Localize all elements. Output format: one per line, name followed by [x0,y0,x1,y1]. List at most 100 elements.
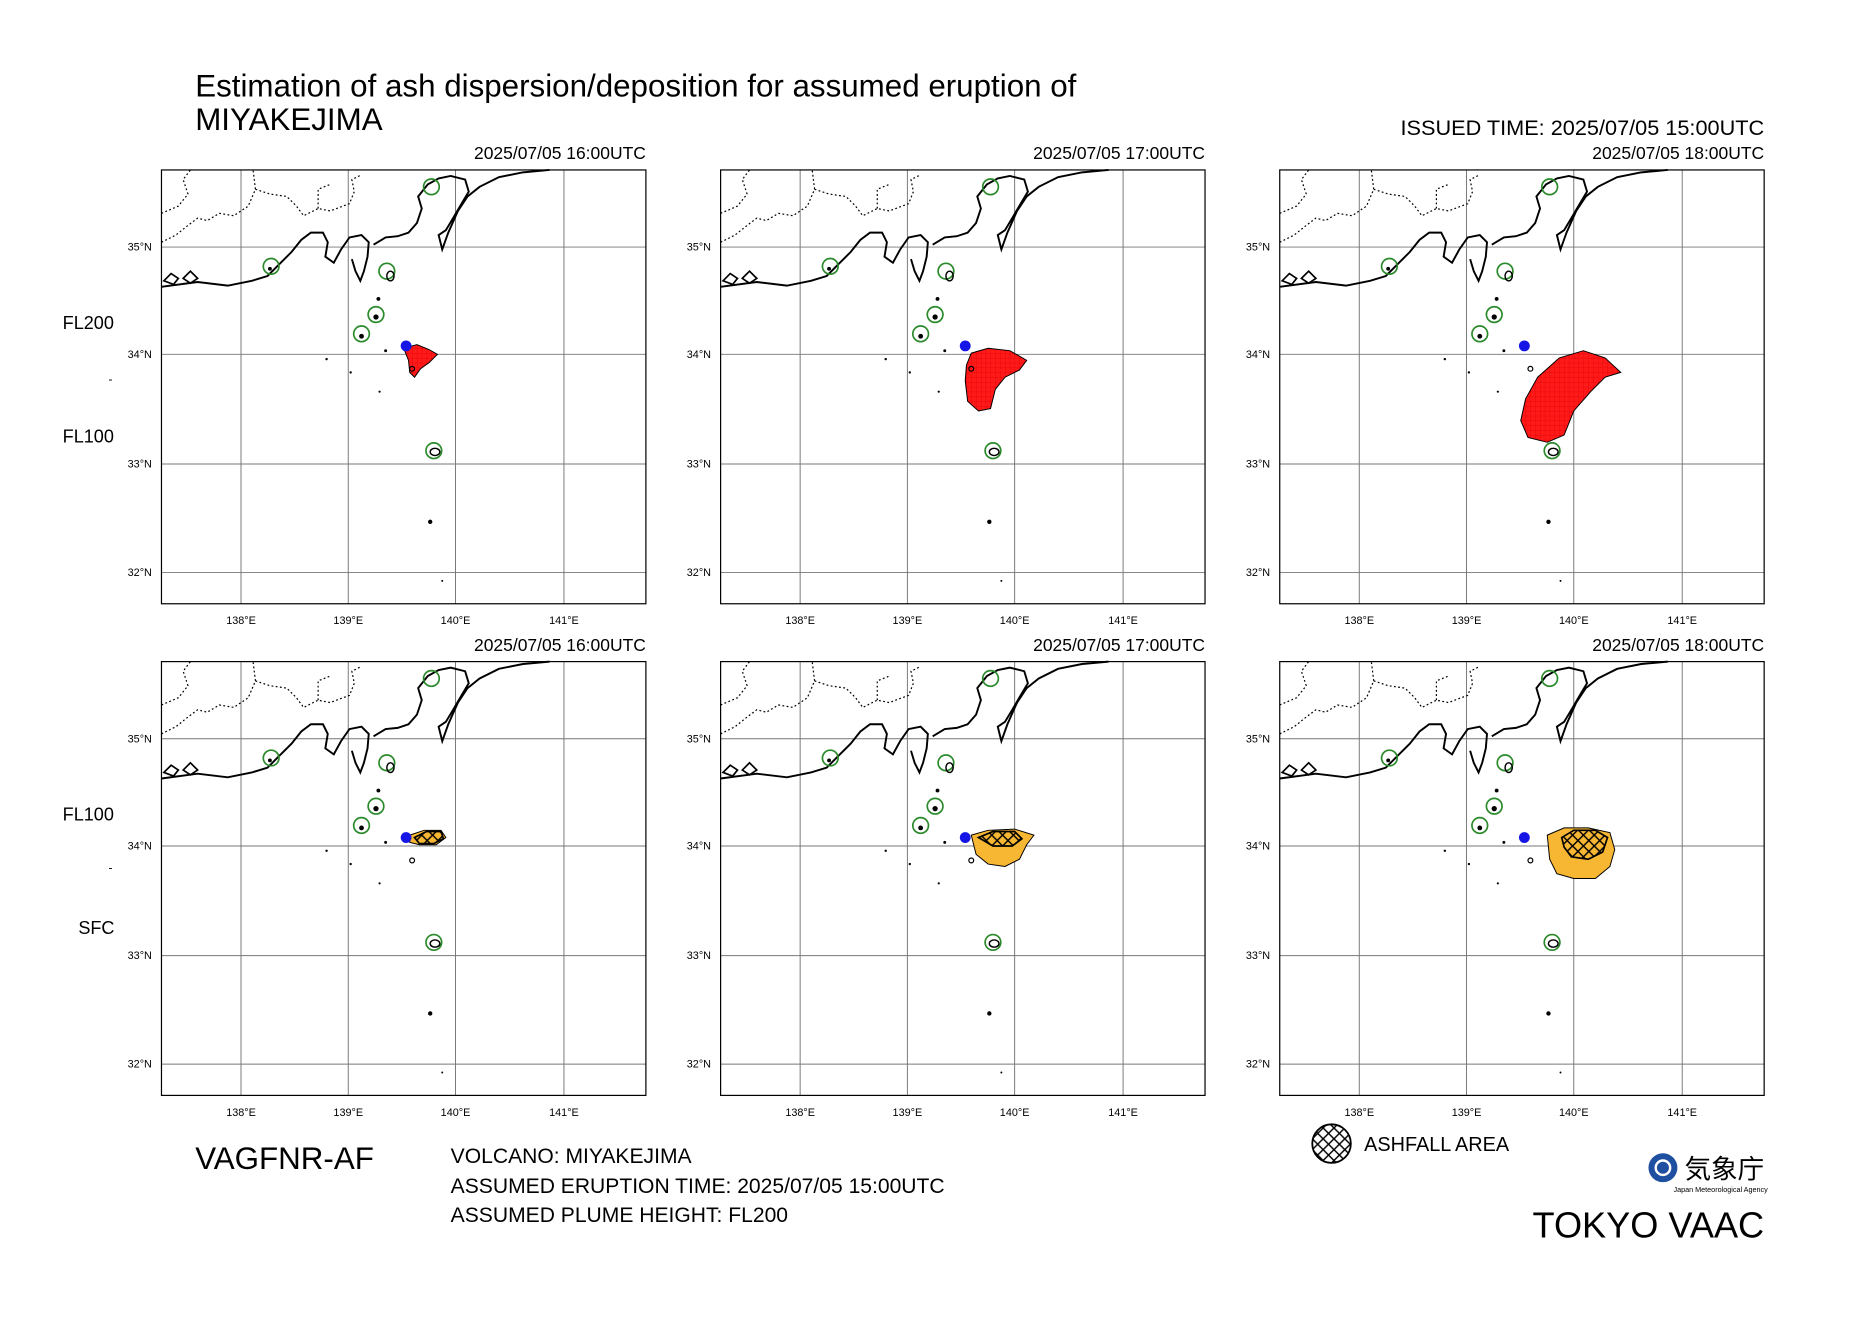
lat-label: 35°N [128,733,152,745]
lat-label: 34°N [1246,349,1270,361]
valid-time: 2025/07/05 16:00UTC [474,143,646,163]
ashfall-area [1560,829,1609,861]
lat-label: 34°N [1246,841,1270,853]
lon-label: 139°E [333,1107,363,1119]
lon-label: 140°E [1000,615,1030,627]
level-label: SFC [78,918,114,938]
map-panel: 35°N 34°N 33°N 32°N 138°E 139°E 140°E 141°E 2025… [1246,143,1765,627]
agency-en: Japan Meteorological Agency [1673,1185,1768,1194]
lat-label: 35°N [1246,733,1270,745]
ashfall-area [413,830,445,845]
lon-label: 141°E [1108,615,1138,627]
level-label: FL200 [63,313,114,333]
lat-label: 34°N [687,349,711,361]
map-frame [1279,169,1765,605]
volcano: VOLCANO: MIYAKEJIMA [451,1145,693,1168]
lat-label: 34°N [128,349,152,361]
map-panel: 35°N 34°N 33°N 32°N 138°E 139°E 140°E 141°E 2025… [687,143,1206,627]
map-content [160,168,551,583]
lat-label: 32°N [687,1059,711,1071]
lat-label: 32°N [687,567,711,579]
level-label: FL100 [63,805,114,825]
lon-label: 138°E [226,1107,256,1119]
level-label: - [108,372,112,386]
valid-time: 2025/07/05 18:00UTC [1592,635,1764,655]
lon-label: 140°E [1559,1107,1589,1119]
lat-label: 32°N [1246,567,1270,579]
lon-label: 138°E [1344,1107,1374,1119]
lon-label: 141°E [549,615,579,627]
lat-label: 33°N [1246,459,1270,471]
lon-label: 140°E [441,1107,471,1119]
legend-symbol [1311,1123,1352,1164]
lat-label: 34°N [687,841,711,853]
lat-label: 32°N [128,1059,152,1071]
lat-label: 33°N [687,950,711,962]
map-content [1278,168,1669,583]
lon-label: 141°E [1667,1107,1697,1119]
map-content [719,660,1110,1075]
legend-label: ASHFALL AREA [1364,1134,1510,1156]
ash-cloud [1520,350,1622,443]
lat-label: 34°N [128,841,152,853]
plume-height: ASSUMED PLUME HEIGHT: FL200 [451,1204,788,1227]
lat-label: 33°N [1246,950,1270,962]
lon-label: 139°E [1452,615,1482,627]
eruption-time: ASSUMED ERUPTION TIME: 2025/07/05 15:00U… [451,1175,945,1198]
map-background [1279,169,1765,604]
map-panel: 35°N 34°N 33°N 32°N 138°E 139°E 140°E 141°E 2025… [128,635,647,1119]
map-background [1279,661,1765,1096]
lon-label: 140°E [1559,615,1589,627]
lat-label: 35°N [687,733,711,745]
issued-time: ISSUED TIME: 2025/07/05 15:00UTC [1401,115,1765,140]
lon-label: 141°E [549,1107,579,1119]
ashfall-area [976,830,1024,847]
lat-label: 32°N [128,567,152,579]
lat-label: 32°N [1246,1059,1270,1071]
map-background [161,661,646,1096]
map-frame [160,660,647,1097]
valid-time: 2025/07/05 17:00UTC [1033,143,1205,163]
ash-cloud [964,347,1028,412]
lon-label: 138°E [226,615,256,627]
map-content [719,168,1110,583]
map-panels: FL200 - FL100 35°N 34°N 33°N 32°N 138°E 139°E 140… [63,143,1765,1119]
map-frame [720,660,1206,1097]
lat-label: 33°N [128,950,152,962]
title: MIYAKEJIMA [195,102,383,137]
map-frame [1279,660,1765,1097]
lon-label: 140°E [1000,1107,1030,1119]
lon-label: 139°E [893,1107,923,1119]
map-content [1278,660,1669,1075]
lon-label: 138°E [785,615,815,627]
title: Estimation of ash dispersion/deposition … [195,68,1076,103]
map-background [720,661,1206,1096]
lat-label: 33°N [128,459,152,471]
lat-label: 35°N [1246,242,1270,254]
valid-time: 2025/07/05 17:00UTC [1033,635,1205,655]
lon-label: 141°E [1108,1107,1138,1119]
ash-cloud [403,344,439,378]
product-code: VAGFNR-AF [195,1141,374,1176]
level-label: FL100 [63,426,114,446]
lon-label: 139°E [333,615,363,627]
lon-label: 138°E [785,1107,815,1119]
valid-time: 2025/07/05 16:00UTC [474,635,646,655]
map-background [720,169,1206,604]
lat-label: 35°N [687,242,711,254]
agency-jp: 気象庁 [1685,1155,1765,1186]
map-panel: 35°N 34°N 33°N 32°N 138°E 139°E 140°E 141°E 2025… [687,635,1206,1119]
jma-logo: 気象庁 Japan Meteorological Agency [1648,1153,1768,1194]
map-frame [160,169,647,605]
map-panel: 35°N 34°N 33°N 32°N 138°E 139°E 140°E 141°E 2025… [128,143,647,627]
map-panel: 35°N 34°N 33°N 32°N 138°E 139°E 140°E 141°E 2025… [1246,635,1765,1119]
map-background [161,169,646,604]
valid-time: 2025/07/05 18:00UTC [1592,143,1764,163]
lat-label: 33°N [687,459,711,471]
map-frame [720,169,1206,605]
lon-label: 139°E [893,615,923,627]
level-label: - [108,860,112,874]
lon-label: 141°E [1667,615,1697,627]
lon-label: 139°E [1452,1107,1482,1119]
